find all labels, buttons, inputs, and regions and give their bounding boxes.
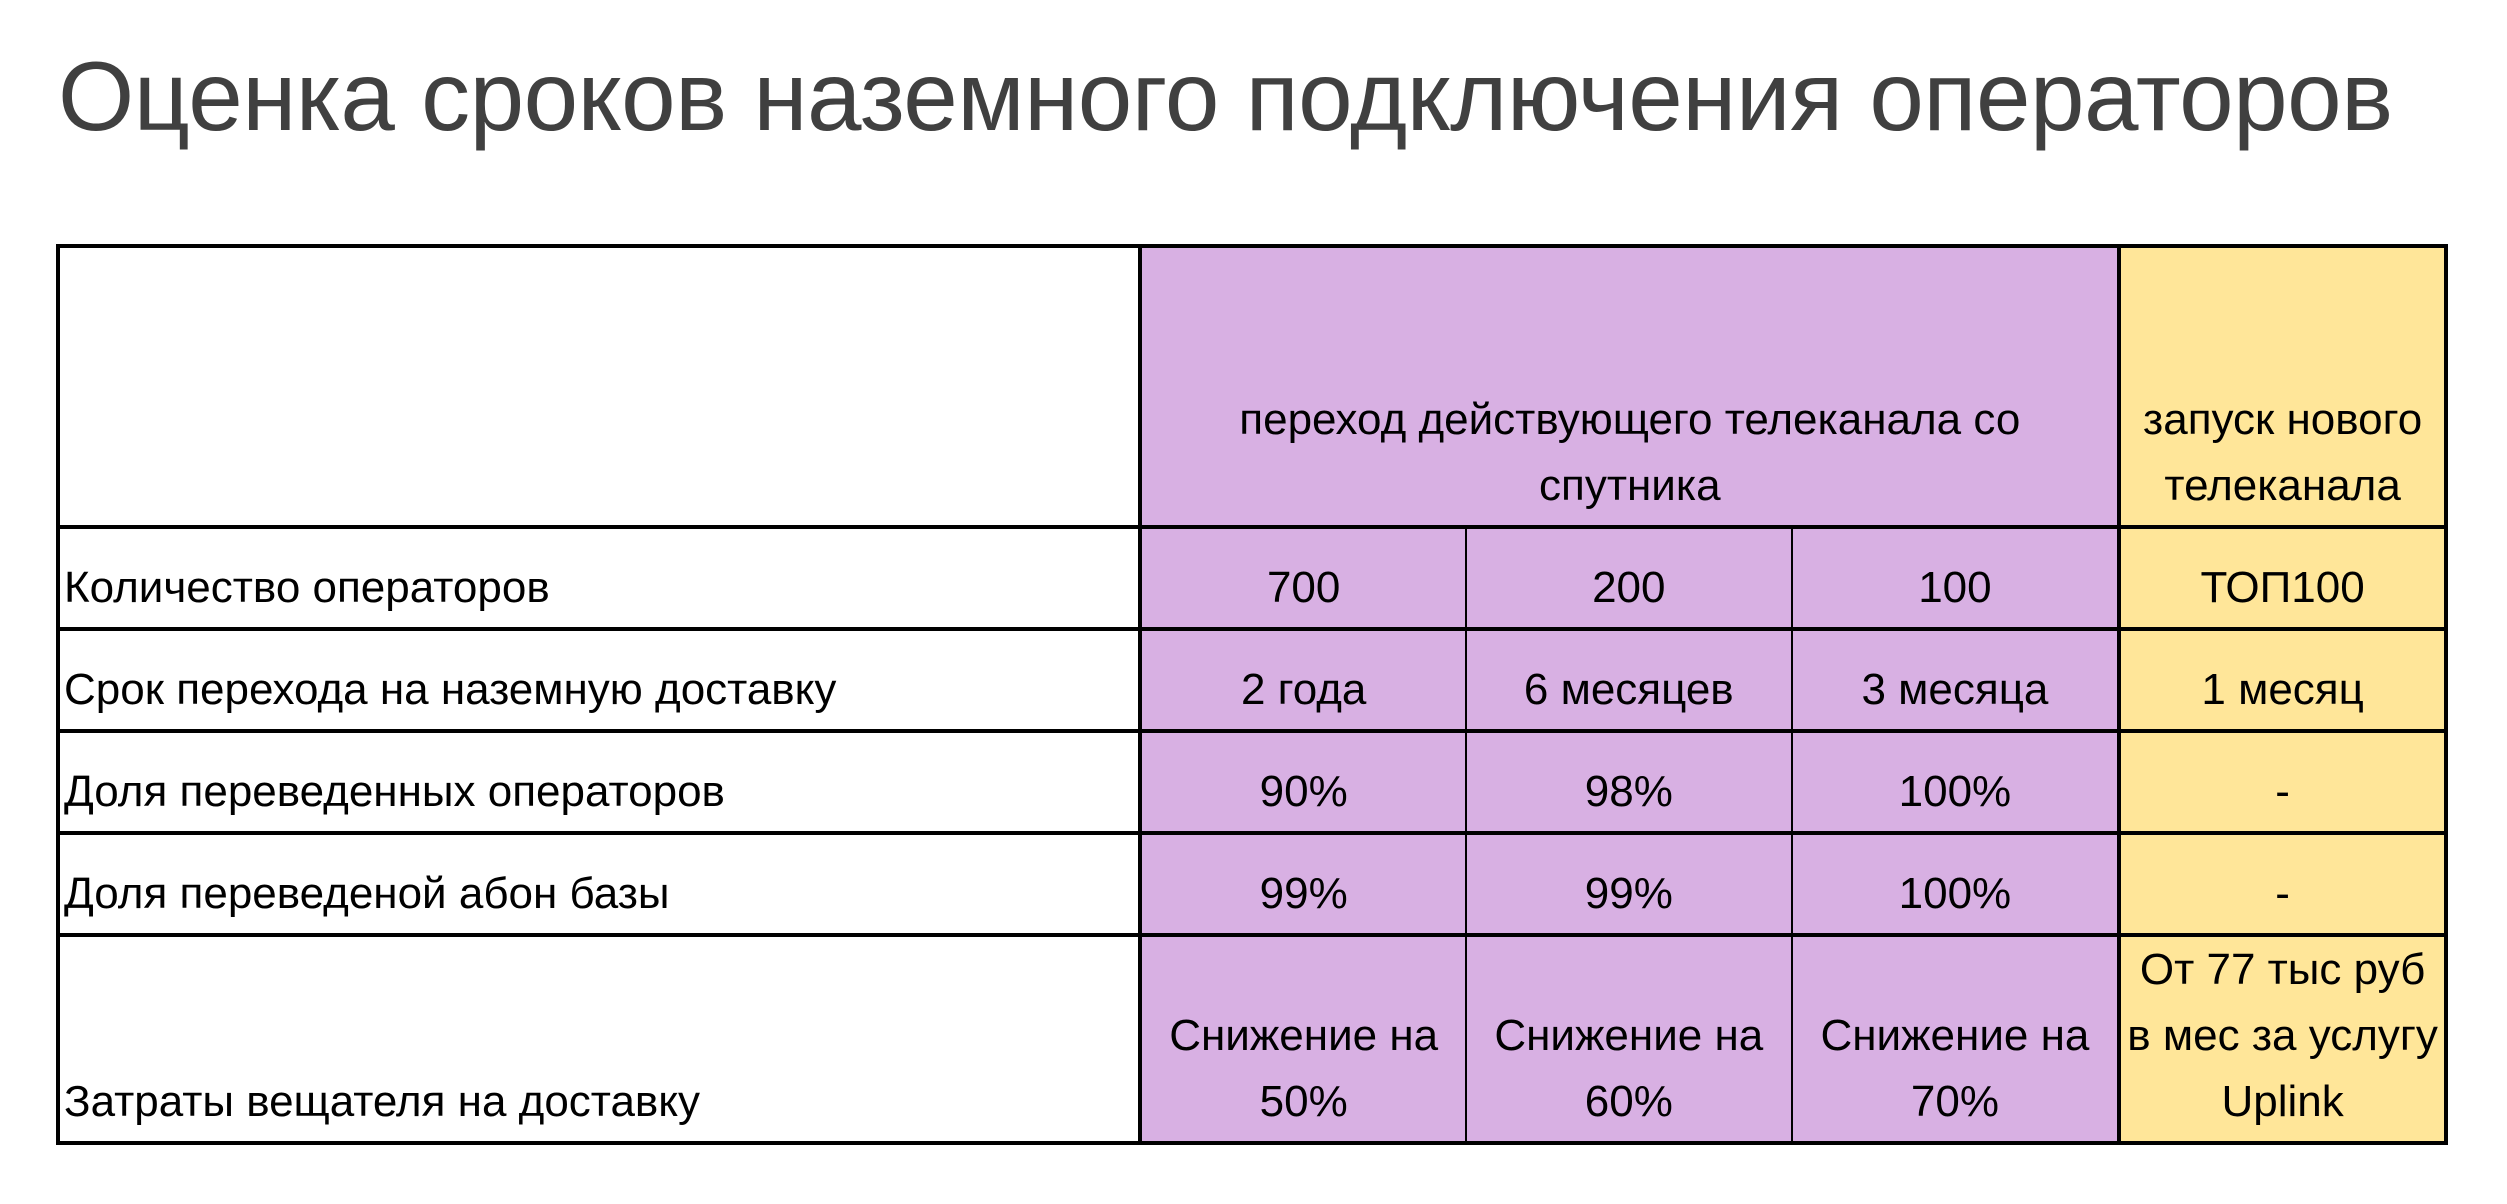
row-label: Срок перехода на наземную доставку bbox=[55, 627, 1143, 733]
table-header-row: переход действующего телеканала со спутн… bbox=[55, 244, 2448, 529]
row-label: Доля переведеной абон базы bbox=[55, 831, 1143, 937]
table-cell: 100 bbox=[1790, 525, 2121, 631]
table-row: Затраты вещателя на доставку Снижение на… bbox=[55, 933, 2448, 1145]
table-cell: - bbox=[2117, 831, 2448, 937]
header-satellite-transition: переход действующего телеканала со спутн… bbox=[1138, 244, 2122, 529]
table-cell: 2 года bbox=[1139, 627, 1467, 733]
table-cell: ТОП100 bbox=[2117, 525, 2448, 631]
table-cell: 98% bbox=[1464, 729, 1793, 835]
row-label: Доля переведенных операторов bbox=[55, 729, 1143, 835]
table-row: Доля переведеной абон базы 99% 99% 100% … bbox=[55, 831, 2448, 937]
row-label: Количество операторов bbox=[55, 525, 1143, 631]
row-label: Затраты вещателя на доставку bbox=[55, 933, 1143, 1145]
table-cell: Снижение на 60% bbox=[1464, 933, 1793, 1145]
header-new-channel: запуск нового телеканала bbox=[2117, 244, 2448, 529]
header-empty-cell bbox=[55, 244, 1143, 529]
table-cell: 100% bbox=[1790, 831, 2121, 937]
table-cell: 6 месяцев bbox=[1464, 627, 1793, 733]
table-cell: 700 bbox=[1139, 525, 1467, 631]
table-cell: 99% bbox=[1139, 831, 1467, 937]
table-cell: 90% bbox=[1139, 729, 1467, 835]
comparison-table: переход действующего телеканала со спутн… bbox=[55, 244, 2448, 1145]
table-row: Срок перехода на наземную доставку 2 год… bbox=[55, 627, 2448, 733]
table-cell: Снижение на 50% bbox=[1139, 933, 1467, 1145]
table-row: Доля переведенных операторов 90% 98% 100… bbox=[55, 729, 2448, 835]
table-cell: От 77 тыс руб в мес за услугу Uplink bbox=[2117, 933, 2448, 1145]
page-title: Оценка сроков наземного подключения опер… bbox=[58, 41, 2393, 151]
table-cell: 3 месяца bbox=[1790, 627, 2121, 733]
table-cell: 200 bbox=[1464, 525, 1793, 631]
table-cell: - bbox=[2117, 729, 2448, 835]
table-cell: Снижение на 70% bbox=[1790, 933, 2121, 1145]
table-cell: 1 месяц bbox=[2117, 627, 2448, 733]
table-cell: 99% bbox=[1464, 831, 1793, 937]
table-cell: 100% bbox=[1790, 729, 2121, 835]
table-row: Количество операторов 700 200 100 ТОП100 bbox=[55, 525, 2448, 631]
